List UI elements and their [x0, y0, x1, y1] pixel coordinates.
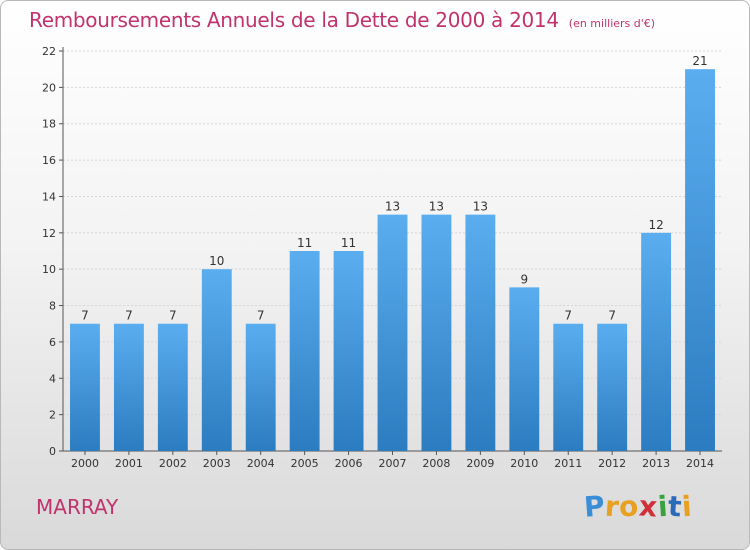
bar	[113, 323, 144, 451]
x-tick-label: 2000	[71, 457, 99, 470]
bar-value-label: 10	[209, 254, 224, 268]
brand-letter: x	[637, 489, 659, 524]
bar-value-label: 11	[341, 236, 356, 250]
y-tick-label: 2	[49, 409, 56, 422]
bar	[553, 323, 584, 451]
x-tick-label: 2014	[686, 457, 714, 470]
x-tick-label: 2007	[379, 457, 407, 470]
bar-value-label: 7	[81, 309, 89, 323]
bar-value-label: 7	[257, 309, 265, 323]
x-tick-label: 2011	[554, 457, 582, 470]
x-tick-label: 2013	[642, 457, 670, 470]
bar	[201, 269, 232, 451]
x-tick-label: 2008	[422, 457, 450, 470]
bar	[465, 214, 496, 451]
y-tick-label: 6	[49, 336, 56, 349]
y-tick-label: 14	[42, 190, 56, 203]
commune-name: MARRAY	[36, 495, 119, 519]
bar	[245, 323, 276, 451]
brand-logo: Proxiti	[582, 489, 693, 524]
bar	[70, 323, 100, 451]
bar-value-label: 13	[429, 200, 444, 214]
y-tick-label: 10	[42, 263, 56, 276]
bar	[421, 214, 452, 451]
y-tick-label: 18	[42, 118, 56, 131]
y-tick-label: 8	[49, 300, 56, 313]
bar	[289, 251, 320, 451]
bar	[157, 323, 188, 451]
chart-title-text: Remboursements Annuels de la Dette de 20…	[29, 8, 559, 32]
x-tick-label: 2005	[291, 457, 319, 470]
x-tick-label: 2002	[159, 457, 187, 470]
brand-letter: P	[582, 489, 607, 524]
y-tick-label: 22	[42, 45, 56, 58]
bar-value-label: 7	[125, 309, 133, 323]
bar	[597, 323, 628, 451]
bar-value-label: 7	[564, 309, 572, 323]
labels: 0 2 4 6 8 10 12 14 16 18 20 22 7 2000 7 2001 7 2002 10 2003…	[42, 45, 714, 470]
bar-value-label: 13	[385, 200, 400, 214]
y-tick-label: 12	[42, 227, 56, 240]
y-tick-label: 0	[49, 445, 56, 458]
bar	[641, 232, 672, 451]
bar-value-label: 21	[692, 54, 707, 68]
y-tick-label: 4	[49, 372, 56, 385]
bar-value-label: 7	[169, 309, 177, 323]
brand-letter: o	[618, 489, 641, 524]
bar-value-label: 13	[473, 200, 488, 214]
bar-value-label: 12	[648, 218, 663, 232]
x-tick-label: 2012	[598, 457, 626, 470]
chart-unit: (en milliers d'€)	[568, 17, 656, 30]
bar	[685, 69, 715, 451]
bar	[333, 251, 364, 451]
bar-value-label: 11	[297, 236, 312, 250]
bar	[509, 287, 540, 451]
x-tick-label: 2010	[510, 457, 538, 470]
chart-title: Remboursements Annuels de la Dette de 20…	[29, 8, 655, 32]
x-tick-label: 2009	[466, 457, 494, 470]
bar	[377, 214, 408, 451]
brand-letter: i	[680, 489, 693, 524]
bars	[70, 69, 715, 451]
x-tick-label: 2003	[203, 457, 231, 470]
x-tick-label: 2004	[247, 457, 275, 470]
x-tick-label: 2001	[115, 457, 143, 470]
y-tick-label: 20	[42, 81, 56, 94]
y-tick-label: 16	[42, 154, 56, 167]
bar-value-label: 9	[520, 272, 528, 286]
x-tick-label: 2006	[335, 457, 363, 470]
bar-value-label: 7	[608, 309, 616, 323]
